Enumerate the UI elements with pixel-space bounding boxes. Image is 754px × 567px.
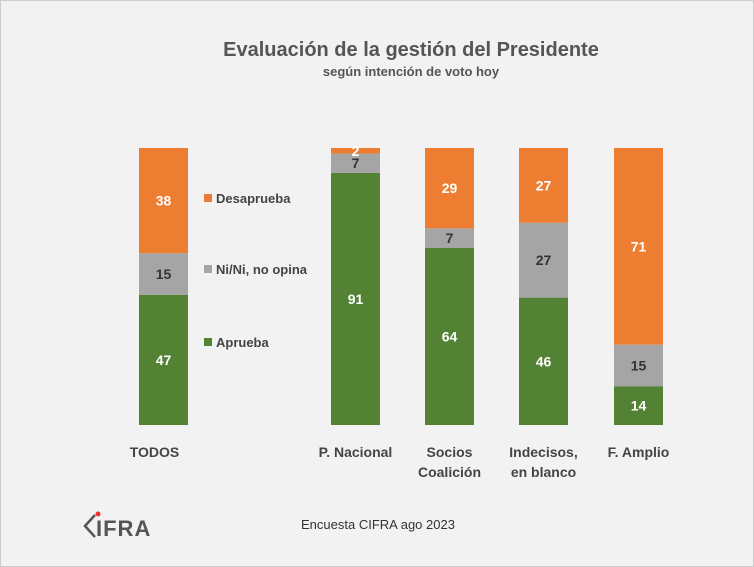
category-label: Indecisos, — [509, 444, 577, 460]
data-label: 27 — [536, 252, 552, 268]
data-label: 7 — [446, 230, 454, 246]
category-label: Coalición — [418, 464, 481, 480]
legend-swatch — [204, 338, 212, 346]
bar-desaprueba-1 — [331, 148, 380, 154]
data-label: 15 — [631, 357, 647, 373]
bar-ni-ni-no-opina-0 — [139, 253, 188, 295]
data-label: 2 — [352, 143, 360, 159]
data-label: 64 — [442, 328, 458, 344]
data-label: 47 — [156, 352, 172, 368]
data-label: 71 — [631, 238, 647, 254]
category-label: en blanco — [511, 464, 576, 480]
bar-ni-ni-no-opina-1 — [331, 153, 380, 173]
data-label: 7 — [352, 155, 360, 171]
category-label: TODOS — [130, 444, 180, 460]
legend-swatch — [204, 194, 212, 202]
data-label: 29 — [442, 180, 458, 196]
bar-aprueba-3 — [519, 297, 568, 425]
bar-ni-ni-no-opina-3 — [519, 222, 568, 298]
category-label: F. Amplio — [608, 444, 670, 460]
bar-desaprueba-3 — [519, 148, 568, 223]
bar-aprueba-1 — [331, 172, 380, 425]
bar-aprueba-2 — [425, 247, 474, 425]
chart-subtitle: según intención de voto hoy — [322, 64, 500, 79]
data-label: 15 — [156, 266, 172, 282]
data-label: 38 — [156, 193, 172, 209]
legend-label: Ni/Ni, no opina — [216, 262, 308, 277]
bar-desaprueba-0 — [139, 148, 188, 254]
bar-desaprueba-4 — [614, 148, 663, 345]
cifra-logo: IFRA — [83, 511, 151, 541]
bar-ni-ni-no-opina-4 — [614, 344, 663, 387]
bar-desaprueba-2 — [425, 148, 474, 229]
bar-aprueba-0 — [139, 294, 188, 425]
bar-aprueba-4 — [614, 386, 663, 425]
data-label: 46 — [536, 353, 552, 369]
source-note: Encuesta CIFRA ago 2023 — [301, 517, 455, 532]
legend-swatch — [204, 265, 212, 273]
chart-title: Evaluación de la gestión del Presidente — [223, 39, 599, 61]
svg-text:IFRA: IFRA — [96, 516, 151, 541]
bar-ni-ni-no-opina-2 — [425, 228, 474, 248]
legend-label: Desaprueba — [216, 191, 291, 206]
legend-label: Aprueba — [216, 335, 270, 350]
category-label: P. Nacional — [319, 444, 393, 460]
data-label: 27 — [536, 177, 552, 193]
data-label: 91 — [348, 291, 364, 307]
data-label: 14 — [631, 398, 647, 414]
category-label: Socios — [427, 444, 473, 460]
